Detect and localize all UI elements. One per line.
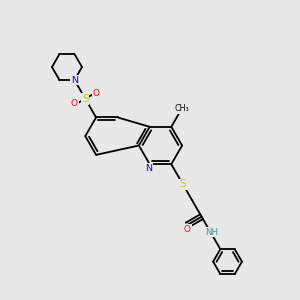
Text: N: N (146, 164, 153, 173)
Text: N: N (71, 76, 78, 85)
Text: O: O (93, 89, 100, 98)
Text: O: O (184, 225, 191, 234)
Text: S: S (179, 179, 186, 189)
Text: CH₃: CH₃ (174, 104, 189, 113)
Text: NH: NH (205, 228, 218, 237)
Text: S: S (82, 94, 88, 104)
Text: O: O (71, 99, 78, 108)
